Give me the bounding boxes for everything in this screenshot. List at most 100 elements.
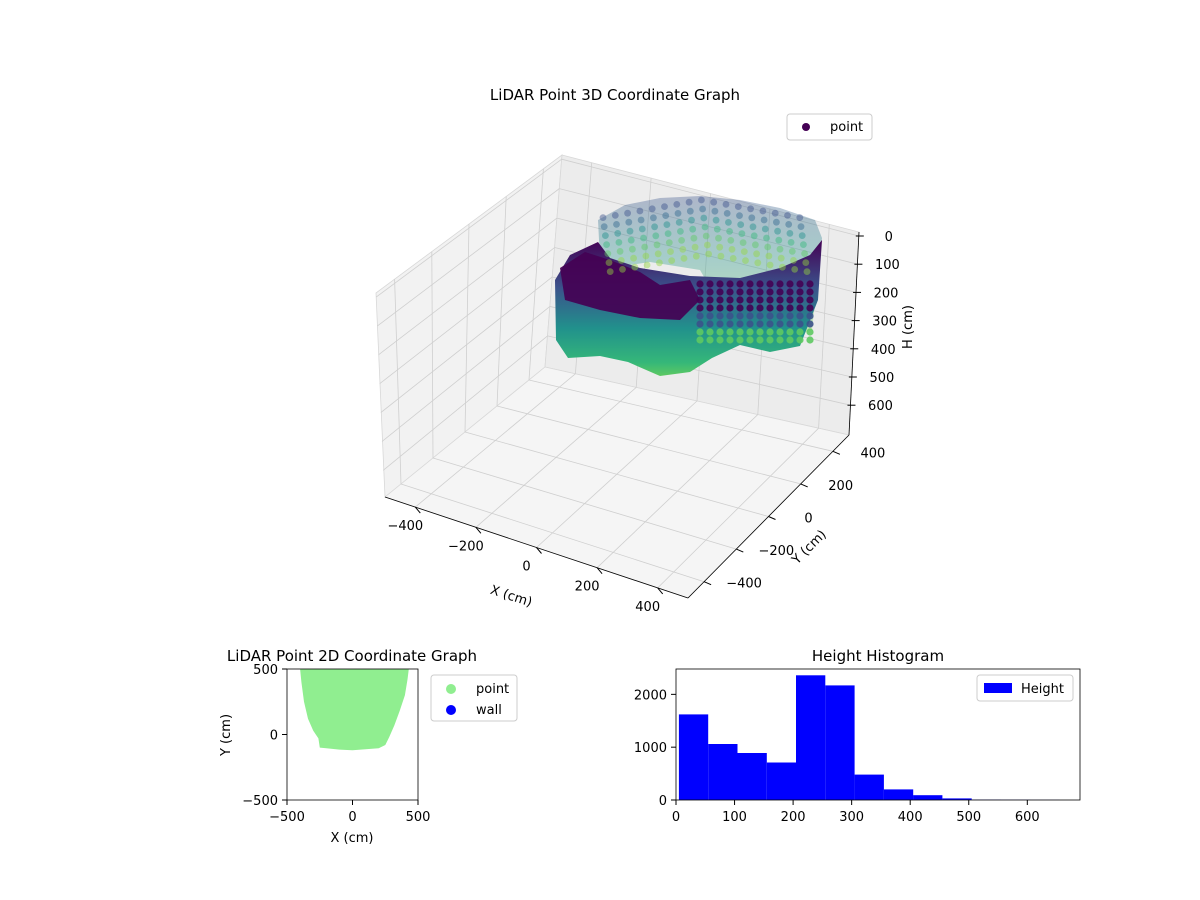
point-marker	[636, 207, 644, 215]
point-marker	[726, 296, 734, 304]
point-marker	[715, 234, 722, 242]
point-marker	[706, 304, 714, 312]
x-ticks-3d: −400 −200 0 200 400	[387, 506, 664, 615]
grid-line-y	[528, 379, 833, 452]
point-marker	[688, 216, 695, 224]
point-marker	[803, 268, 811, 275]
point-marker	[640, 234, 647, 242]
histogram-x-tick-label: 600	[1015, 810, 1040, 825]
point-marker	[728, 246, 736, 253]
point-marker	[776, 320, 784, 328]
point-marker	[756, 336, 764, 344]
point-marker	[764, 243, 772, 251]
x-tick-mark	[536, 547, 542, 554]
point-marker	[796, 288, 804, 296]
z-tick-label: 500	[869, 371, 894, 386]
grid-line-y-wall	[464, 223, 470, 433]
point-marker	[746, 288, 754, 296]
point-marker	[652, 232, 660, 240]
point-marker	[749, 223, 757, 231]
point-marker	[677, 228, 684, 235]
grid-line-y	[496, 405, 801, 485]
point-marker	[648, 205, 656, 213]
point-marker	[611, 212, 619, 219]
point-marker	[706, 296, 714, 304]
point-marker	[661, 203, 668, 211]
histogram-legend-swatch	[984, 683, 1012, 693]
point-marker	[776, 304, 784, 312]
point-marker	[716, 320, 724, 328]
legend-2d-wall-marker	[446, 705, 456, 715]
point-marker	[746, 336, 754, 344]
z-axis-line	[848, 231, 860, 436]
z-tick-label: 600	[868, 399, 893, 414]
grid-line-y	[432, 457, 737, 550]
point-marker	[642, 252, 650, 260]
point-marker	[685, 198, 693, 206]
histogram-legend-label: Height	[1021, 682, 1064, 697]
legend-2d-wall-label: wall	[476, 703, 502, 718]
z-tick-label: 0	[885, 230, 893, 245]
point-marker	[766, 336, 774, 344]
point-marker	[604, 250, 612, 257]
point-marker	[806, 312, 814, 320]
y-tick-label: 200	[828, 479, 853, 494]
point-marker	[766, 280, 774, 288]
point-marker	[786, 312, 794, 320]
point-marker	[750, 232, 758, 240]
y-tick-mark	[768, 516, 776, 520]
point-marker	[706, 288, 714, 296]
legend-2d-point-marker	[446, 684, 456, 694]
histogram-bar	[796, 675, 826, 800]
legend-3d: point	[786, 113, 873, 141]
grid-line-y-wall	[394, 279, 402, 485]
point-marker	[675, 219, 683, 226]
point-marker	[766, 328, 774, 336]
histogram-bar	[708, 744, 738, 800]
point-marker	[756, 320, 764, 328]
z-tick-label: 100	[875, 258, 900, 273]
histogram-frame	[675, 668, 1081, 801]
point-marker	[756, 296, 764, 304]
point-marker	[746, 304, 754, 312]
x-tick-label-2d: 0	[348, 810, 356, 825]
x-tick-label-2d: 500	[406, 810, 431, 825]
histogram-bar	[854, 774, 884, 800]
point-marker	[689, 225, 697, 233]
point-marker	[726, 304, 734, 312]
point-marker	[736, 304, 744, 312]
point-marker	[674, 210, 682, 217]
grid-line-z-left	[380, 276, 553, 413]
lidar-3d-chart: LiDAR Point 3D Coordinate Graph −400 −200…	[375, 86, 916, 615]
point-marker	[766, 261, 774, 269]
point-marker	[624, 209, 631, 217]
point-marker	[600, 223, 608, 231]
grid-line-x-wall	[818, 224, 830, 429]
point-marker	[616, 248, 624, 255]
point-marker	[706, 336, 714, 344]
point-marker	[736, 336, 744, 344]
grid-line-y	[400, 483, 705, 583]
point-marker	[630, 254, 637, 262]
point-marker	[614, 230, 622, 237]
point-marker	[637, 216, 645, 224]
legend-2d: point wall	[430, 674, 518, 722]
point-marker	[786, 296, 794, 304]
point-marker	[617, 257, 625, 264]
point-marker	[605, 259, 613, 266]
point-marker	[796, 320, 804, 328]
point-marker	[726, 280, 734, 288]
x-tick-mark	[657, 587, 664, 595]
histogram-y-tick-label: 0	[659, 794, 667, 809]
point-marker	[701, 223, 709, 231]
point-marker	[786, 230, 794, 237]
point-marker	[668, 257, 676, 264]
point-marker	[602, 232, 609, 240]
legend-3d-marker	[802, 123, 810, 131]
grid-line-y	[464, 431, 769, 517]
point-marker	[654, 250, 662, 258]
point-marker	[686, 207, 694, 215]
y-tick-label-2d: −500	[242, 794, 278, 809]
point-marker	[678, 237, 685, 244]
point-marker	[796, 280, 804, 288]
